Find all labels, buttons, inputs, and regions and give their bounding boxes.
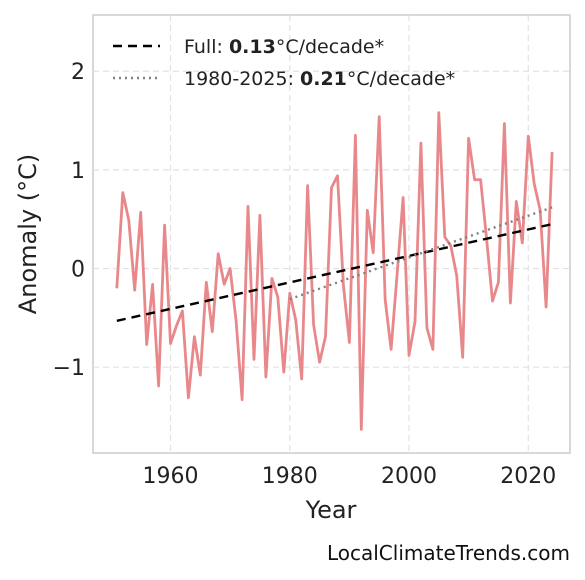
x-tick-label: 1980 [262, 464, 318, 489]
y-tick-label: −1 [53, 356, 85, 381]
trend-line-1980-2025 [289, 206, 553, 301]
y-tick-label: 2 [71, 60, 85, 85]
gridlines [93, 15, 570, 453]
legend-label-full: Full: 0.13°C/decade* [184, 36, 384, 58]
watermark: LocalClimateTrends.com [327, 541, 570, 565]
plot-area-frame [92, 14, 571, 454]
y-tick-label: 0 [71, 258, 85, 283]
y-axis-title: Anomaly (°C) [14, 154, 42, 314]
y-tick-labels: −1 0 1 2 [53, 60, 85, 381]
x-tick-label: 1960 [143, 464, 199, 489]
x-tick-label: 2000 [381, 464, 437, 489]
x-tick-labels: 1960 1980 2000 2020 [143, 464, 557, 489]
anomaly-series-line [115, 111, 554, 431]
legend-label-1980-2025: 1980-2025: 0.21°C/decade* [184, 68, 455, 90]
x-tick-label: 2020 [500, 464, 556, 489]
x-axis-title: Year [305, 496, 357, 524]
y-tick-label: 1 [71, 159, 85, 184]
legend: Full: 0.13°C/decade* 1980-2025: 0.21°C/d… [113, 36, 455, 90]
